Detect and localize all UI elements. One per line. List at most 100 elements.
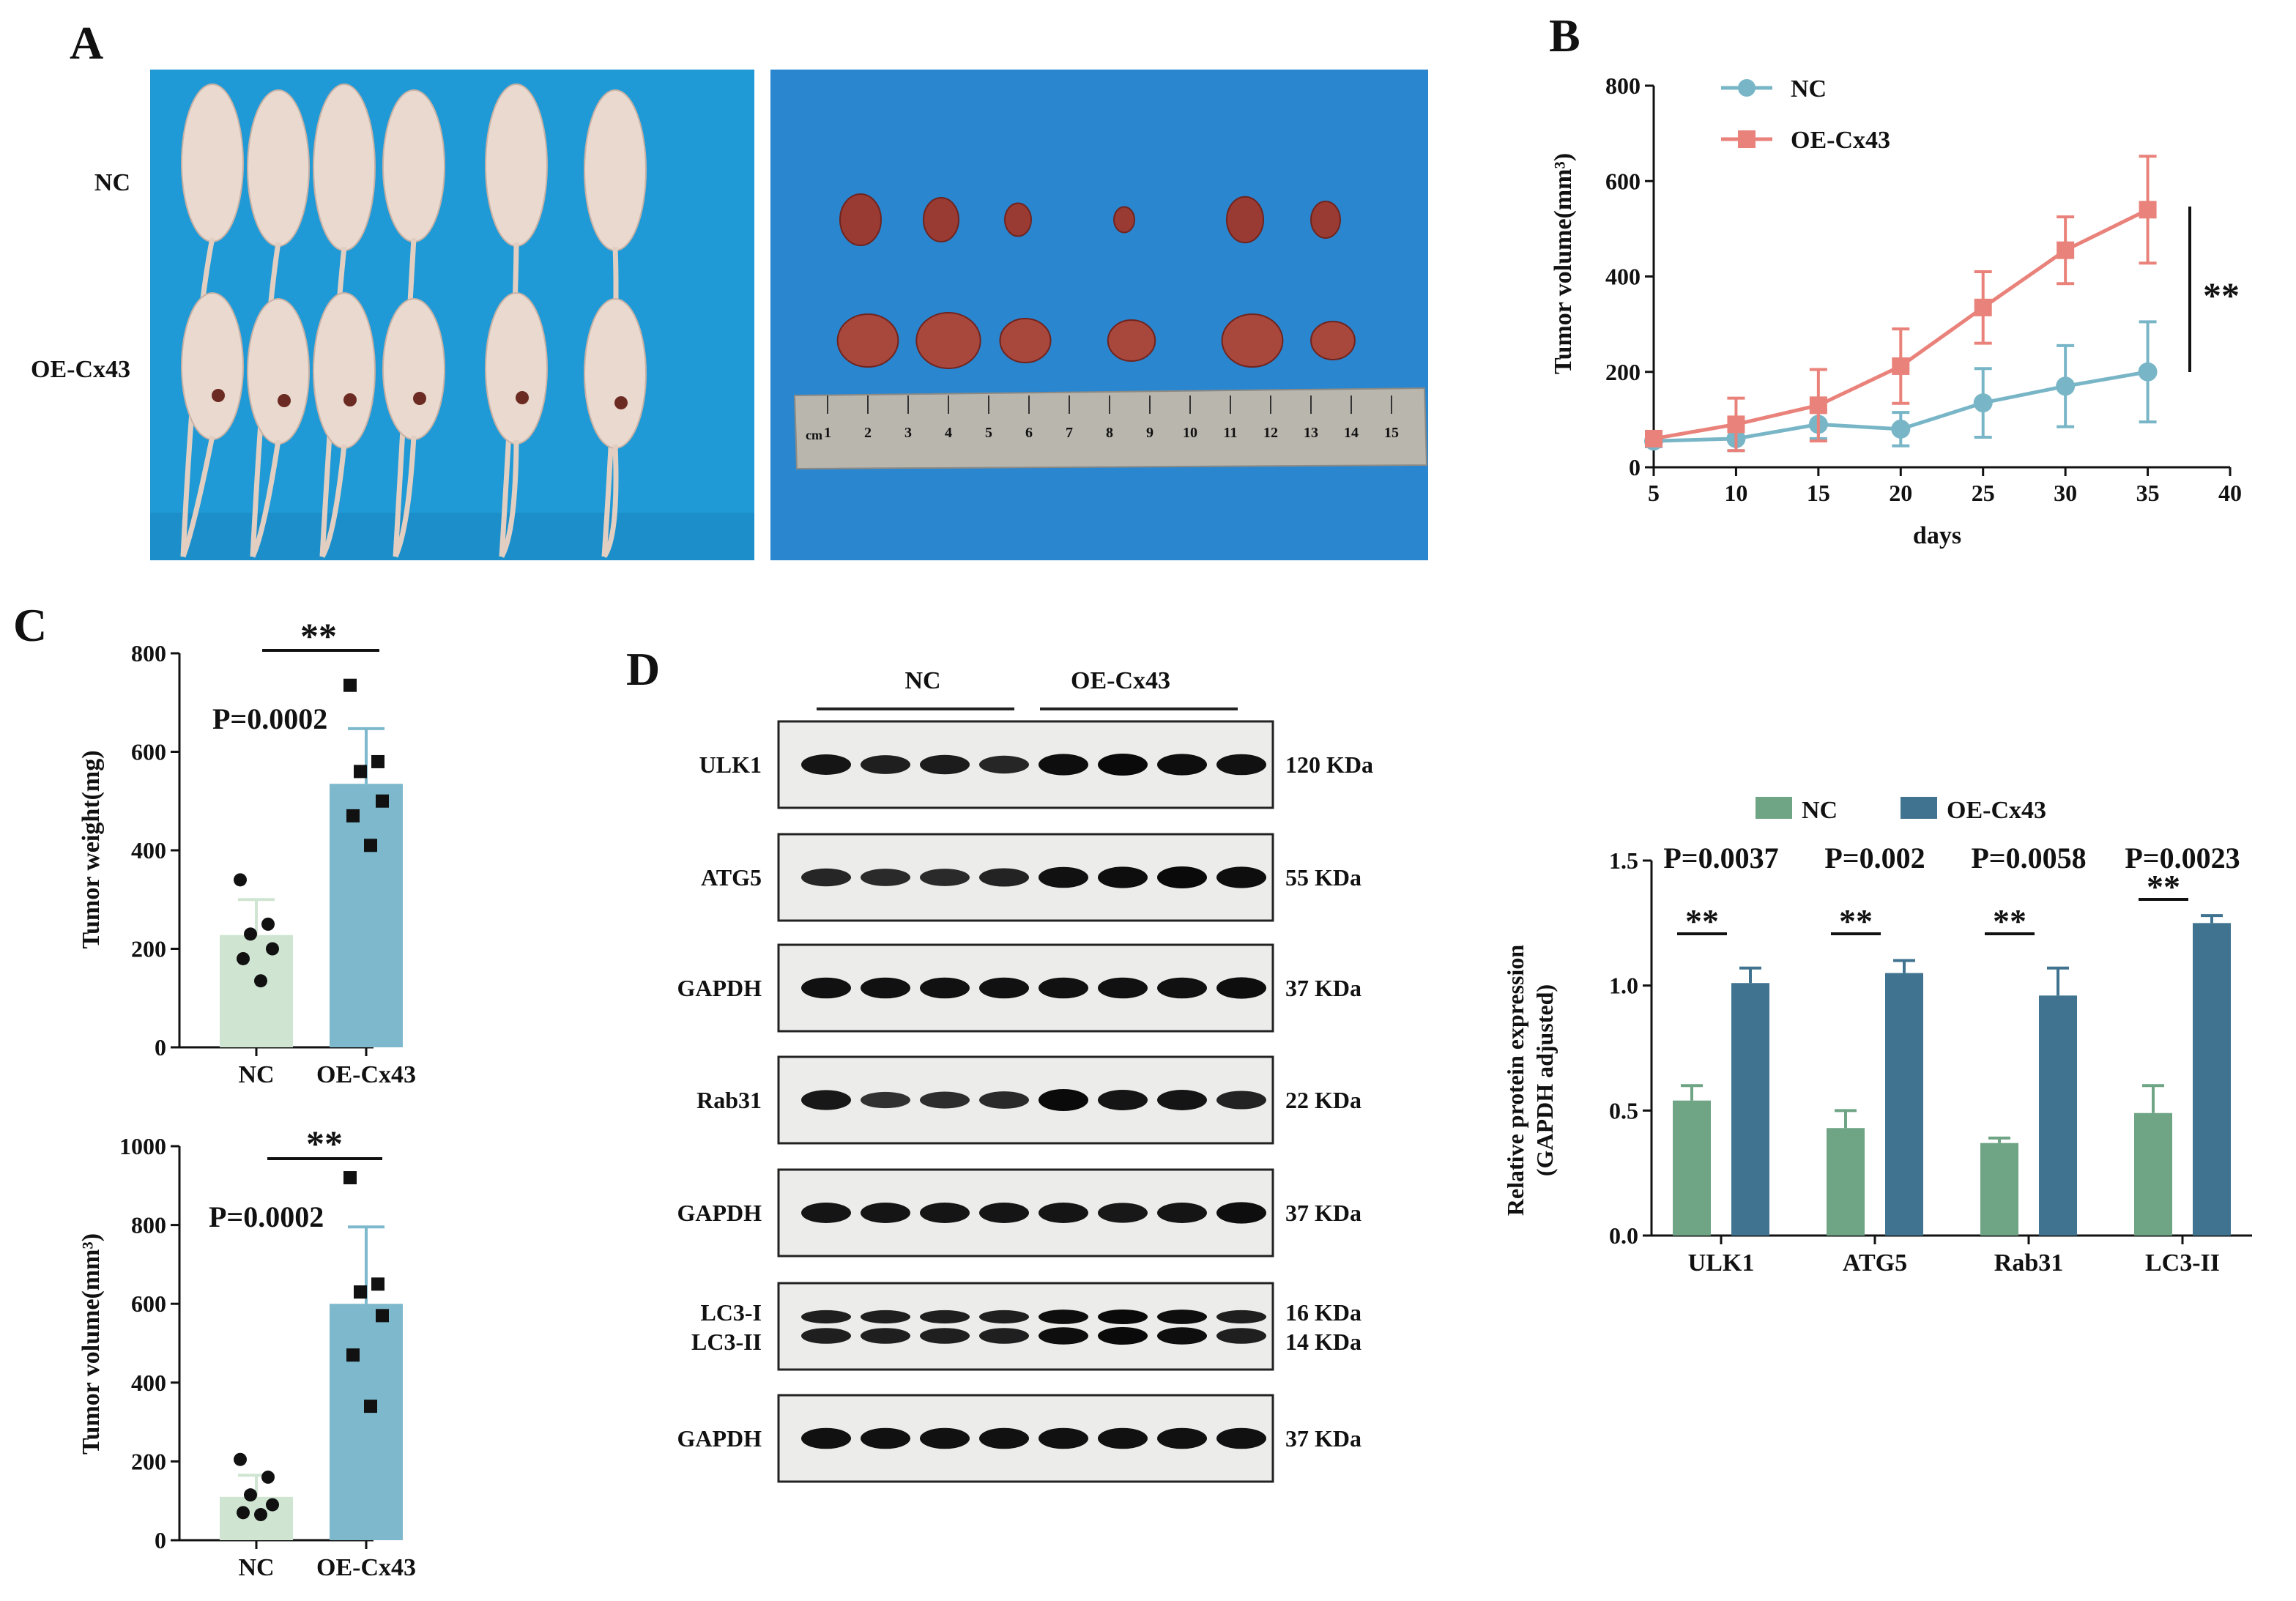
ruler-number: 15	[1384, 425, 1399, 441]
b-y-axis-label: Tumor volume(mm³)	[1550, 153, 1577, 374]
b-point-oe	[1974, 298, 1992, 316]
c1-dot-nc	[244, 927, 257, 941]
blot-label: ULK1	[699, 751, 762, 778]
d-pvalue: P=0.002	[1824, 842, 1925, 874]
b-y-tick-label: 600	[1605, 168, 1641, 194]
d-x-tick-label: ATG5	[1843, 1249, 1907, 1277]
b-x-tick-label: 5	[1648, 480, 1660, 506]
ruler-number: 9	[1146, 425, 1153, 441]
tumor-oe	[915, 312, 981, 369]
b-point-oe	[1645, 429, 1662, 447]
band	[920, 1203, 970, 1223]
d-bar-nc	[1827, 1128, 1865, 1236]
c2-y-tick-label: 600	[131, 1290, 166, 1317]
mouse-body	[584, 89, 647, 251]
c2-y-tick-label: 200	[131, 1448, 166, 1474]
blot-label: LC3-I	[700, 1299, 762, 1326]
band	[1039, 1203, 1088, 1223]
band	[801, 868, 851, 887]
tumor-nc	[1113, 206, 1135, 234]
d-bar-nc	[1673, 1100, 1711, 1236]
c1-dot-oe	[376, 794, 389, 808]
row-label-oe: OE-Cx43	[31, 356, 130, 383]
c2-y-tick-label: 1000	[119, 1133, 166, 1159]
band	[1098, 754, 1148, 776]
band	[1216, 977, 1266, 999]
tumor-photo	[770, 70, 1428, 560]
panel-a: NC OE-Cx43 1 2 3 4 5 6 7 8 9 10 11 12 13 14 15 cm	[31, 70, 1428, 560]
mouse-body	[247, 298, 310, 445]
blot-label: ATG5	[701, 864, 762, 891]
tumor-spot	[278, 394, 291, 407]
c2-pvalue: P=0.0002	[209, 1200, 324, 1233]
b-point-oe	[1892, 357, 1910, 375]
d-bar-oe	[1885, 973, 1923, 1236]
blot-label: GAPDH	[677, 1425, 762, 1452]
band-lc3-i	[861, 1310, 910, 1324]
band	[1157, 1203, 1207, 1223]
band	[1039, 754, 1088, 776]
band-lc3-ii	[1039, 1327, 1088, 1345]
tumor-nc	[1004, 202, 1032, 237]
tumor-nc	[1310, 201, 1341, 239]
ruler-unit: cm	[806, 428, 822, 442]
band	[979, 977, 1029, 999]
band-lc3-i	[1039, 1310, 1088, 1324]
ruler-number: 2	[864, 425, 872, 441]
c2-dot-oe	[376, 1309, 389, 1323]
c1-dot-oe	[354, 765, 367, 779]
tumor-spot	[516, 391, 529, 404]
blot-size: 16 KDa	[1285, 1299, 1361, 1326]
band	[801, 977, 851, 999]
b-point-nc	[1891, 419, 1911, 439]
ruler-number: 11	[1224, 425, 1238, 441]
band	[1216, 754, 1266, 776]
d-significance: **	[1685, 902, 1719, 940]
b-y-tick-label: 400	[1605, 264, 1641, 290]
d-significance: **	[1839, 902, 1873, 940]
mouse-tail	[499, 439, 519, 558]
chart-d: Relative protein expression (GAPDH adjus…	[1502, 797, 2252, 1277]
c2-y-tick-label: 400	[131, 1370, 166, 1396]
d-bar-oe	[2039, 995, 2077, 1236]
ruler-number: 6	[1025, 425, 1033, 441]
c1-y-tick-label: 600	[131, 739, 166, 765]
c2-dot-oe	[346, 1348, 360, 1362]
band	[1216, 1427, 1266, 1449]
blot-size: 37 KDa	[1285, 1425, 1361, 1452]
c1-y-tick-label: 200	[131, 936, 166, 962]
blot-size: 14 KDa	[1285, 1329, 1361, 1355]
ruler-number: 12	[1263, 425, 1278, 441]
tumor-oe	[1310, 321, 1356, 360]
d-pvalue: P=0.0037	[1663, 842, 1778, 874]
d-pvalue: P=0.0058	[1971, 842, 2086, 874]
d-x-tick-label: Rab31	[1994, 1249, 2063, 1277]
ruler-number: 4	[945, 425, 952, 441]
tumor-group	[836, 193, 1356, 369]
ruler: 1 2 3 4 5 6 7 8 9 10 11 12 13 14 15 cm	[793, 387, 1428, 470]
c1-dot-nc	[266, 942, 279, 956]
band-lc3-i	[1157, 1310, 1207, 1324]
mouse-body	[313, 292, 376, 449]
band	[920, 754, 970, 775]
mouse-body	[181, 292, 244, 440]
band	[801, 754, 851, 775]
c1-dot-oe	[346, 809, 360, 822]
band	[1216, 1091, 1266, 1110]
d-legend-nc-label: NC	[1802, 797, 1838, 824]
d-y-tick-label: 0.5	[1609, 1097, 1638, 1123]
mouse-body	[584, 298, 647, 449]
band	[1157, 754, 1207, 776]
band-lc3-ii	[1216, 1328, 1266, 1344]
panel-letter-c: C	[13, 599, 47, 651]
d-x-tick-label: ULK1	[1688, 1249, 1755, 1277]
mouse-body	[313, 83, 376, 251]
b-x-tick-label: 35	[2136, 480, 2160, 506]
tumor-spot	[413, 392, 426, 405]
band-lc3-ii	[1098, 1327, 1148, 1345]
ruler-number: 1	[824, 425, 831, 441]
c1-dot-nc	[254, 974, 267, 988]
band	[861, 977, 910, 999]
b-y-tick-label: 0	[1629, 454, 1641, 480]
